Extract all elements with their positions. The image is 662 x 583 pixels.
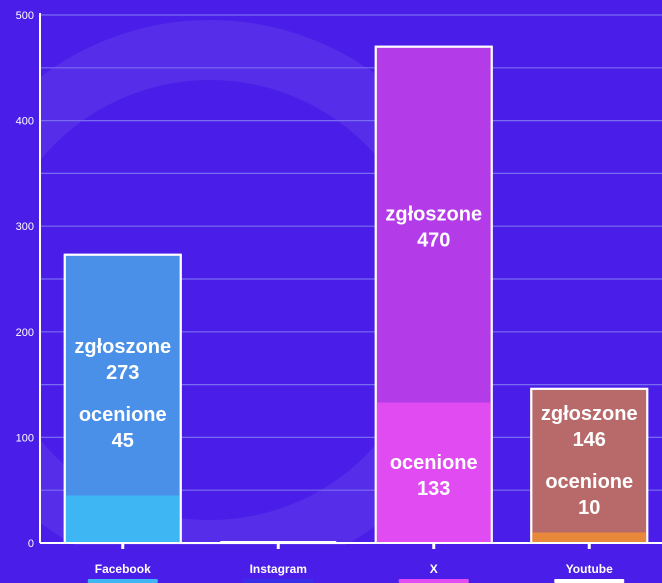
y-tick-label: 400 [16,116,34,128]
bar-label-rated-value: 45 [112,430,134,452]
category-swatch [398,579,469,583]
x-tick-label: Youtube [566,562,613,576]
bars: zgłoszone 273 ocenione 45 zgłoszone 470 ocenio… [63,45,649,545]
bar-label-submitted-value: 470 [417,230,450,252]
bar-label-submitted-name: zgłoszone [541,403,638,425]
y-tick-label: 500 [16,10,34,22]
bar-label-submitted-value: 146 [573,429,606,451]
bar-label-rated-name: ocenione [545,471,633,493]
bar-rated-x [376,402,491,543]
x-tick-label: Facebook [95,562,151,576]
y-tick-label: 100 [16,432,34,444]
bar-label-submitted-name: zgłoszone [385,204,482,226]
bar-label-submitted-name: zgłoszone [74,336,171,358]
y-tick-label: 300 [16,221,34,233]
bar-label-rated-value: 10 [578,497,600,519]
bar-rated-facebook [65,495,180,543]
x-tick-label: Instagram [250,562,307,576]
y-tick-label: 0 [28,538,34,550]
category-swatch [87,579,158,583]
bar-label-rated-name: ocenione [390,452,478,474]
gridlines [40,14,662,491]
bar-rated-youtube [532,532,647,543]
bar-label-submitted-value: 273 [106,362,139,384]
category-labels: Facebook Instagram X Youtube [87,543,625,583]
x-tick-label: X [430,562,438,576]
y-tick-label: 200 [16,327,34,339]
y-axis-ticks: 0 100 200 300 400 500 [16,10,34,550]
category-swatch [243,579,314,583]
category-swatch [554,579,625,583]
bar-label-rated-value: 133 [417,478,450,500]
bar-label-rated-name: ocenione [79,404,167,426]
axes [39,13,662,544]
